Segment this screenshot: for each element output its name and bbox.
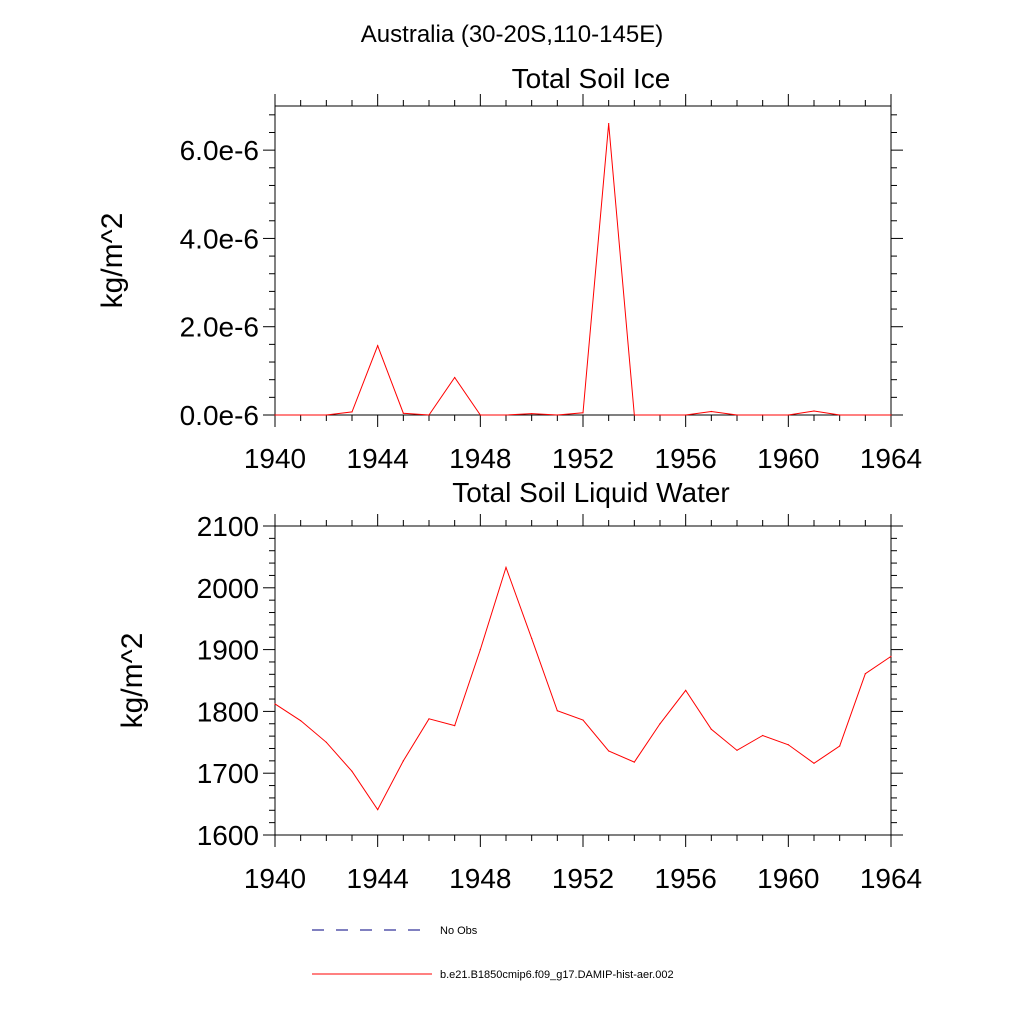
soil-ice-x-tick-label: 1952 [552, 443, 614, 474]
soil-ice-series-line [275, 123, 891, 416]
soil-liquid-water-ylabel: kg/m^2 [116, 633, 149, 729]
soil-liquid-water-data-point [608, 750, 610, 752]
soil-ice-data-point [505, 414, 507, 416]
soil-liquid-water-data-point [351, 770, 353, 772]
soil-liquid-water-data-point [428, 718, 430, 720]
soil-ice-data-point [479, 414, 481, 416]
soil-ice-x-tick-label: 1964 [860, 443, 922, 474]
soil-ice-data-point [787, 414, 789, 416]
soil-ice-data-point [839, 414, 841, 416]
soil-liquid-water-data-point [736, 749, 738, 751]
soil-liquid-water-data-point [659, 723, 661, 725]
soil-liquid-water-y-tick-label: 1800 [197, 696, 259, 727]
soil-ice-data-point [736, 414, 738, 416]
soil-liquid-water-data-point [890, 655, 892, 657]
soil-ice-y-tick-label: 6.0e-6 [180, 135, 259, 166]
soil-ice-x-tick-label: 1948 [449, 443, 511, 474]
soil-ice-data-point [377, 345, 379, 347]
soil-ice-y-tick-label: 4.0e-6 [180, 223, 259, 254]
soil-ice-title: Total Soil Ice [512, 63, 671, 94]
soil-liquid-water-data-point [813, 762, 815, 764]
soil-liquid-water-data-point [454, 725, 456, 727]
soil-ice-x-tick-label: 1960 [757, 443, 819, 474]
soil-ice-ylabel: kg/m^2 [96, 213, 129, 309]
soil-ice-data-point [274, 414, 276, 416]
soil-liquid-water-x-tick-label: 1948 [449, 863, 511, 894]
soil-ice-y-tick-label: 0.0e-6 [180, 400, 259, 431]
soil-ice-data-point [813, 410, 815, 412]
soil-ice-data-point [608, 123, 610, 125]
soil-ice-y-tick-label: 2.0e-6 [180, 312, 259, 343]
soil-ice-data-point [531, 413, 533, 415]
soil-ice-data-point [351, 411, 353, 413]
soil-liquid-water-x-tick-label: 1940 [244, 863, 306, 894]
soil-liquid-water-data-point [300, 720, 302, 722]
soil-liquid-water-x-tick-label: 1944 [347, 863, 409, 894]
soil-ice-data-point [300, 414, 302, 416]
soil-ice-data-point [325, 414, 327, 416]
soil-ice-x-tick-label: 1956 [655, 443, 717, 474]
soil-liquid-water-y-tick-label: 1700 [197, 758, 259, 789]
soil-liquid-water-x-tick-label: 1956 [655, 863, 717, 894]
soil-liquid-water-data-point [531, 637, 533, 640]
soil-ice-data-point [556, 414, 558, 416]
soil-ice-x-tick-label: 1940 [244, 443, 306, 474]
soil-ice-panel: Total Soil Ice kg/m^2 1940 1944 1948 1952 1956… [96, 63, 922, 474]
soil-liquid-water-x-tick-label: 1960 [757, 863, 819, 894]
soil-ice-data-point [454, 376, 456, 379]
soil-liquid-water-title: Total Soil Liquid Water [452, 477, 730, 508]
soil-ice-data-point [762, 414, 764, 416]
soil-ice-data-point [890, 414, 892, 416]
soil-liquid-water-plot-frame [274, 525, 892, 836]
soil-liquid-water-data-point [505, 566, 507, 569]
soil-liquid-water-series-line [274, 565, 892, 811]
soil-liquid-water-panel: Total Soil Liquid Water kg/m^2 1940 1944 194… [116, 477, 922, 894]
soil-liquid-water-data-point [864, 673, 866, 675]
soil-liquid-water-data-point [377, 809, 379, 811]
soil-liquid-water-data-point [274, 703, 276, 705]
soil-ice-plot-frame [274, 105, 892, 416]
soil-liquid-water-data-point [556, 710, 558, 712]
soil-ice-data-point [685, 414, 687, 416]
soil-liquid-water-data-point [479, 649, 481, 651]
soil-ice-data-point [428, 414, 430, 416]
soil-liquid-water-x-tick-label: 1964 [860, 863, 922, 894]
soil-liquid-water-data-point [710, 728, 712, 730]
soil-liquid-water-y-tick-label: 1900 [197, 635, 259, 666]
soil-liquid-water-y-tick-label: 2000 [197, 573, 259, 604]
soil-ice-data-point [864, 414, 866, 416]
soil-liquid-water-data-point [325, 741, 327, 743]
soil-liquid-water-y-tick-label: 2100 [197, 511, 259, 542]
soil-liquid-water-y-tick-label: 1600 [197, 820, 259, 851]
soil-liquid-water-data-point [633, 761, 635, 763]
soil-liquid-water-x-tick-label: 1952 [552, 863, 614, 894]
soil-ice-data-point [582, 412, 584, 414]
soil-liquid-water-data-point [685, 689, 687, 691]
soil-liquid-water-data-point [839, 745, 841, 747]
legend-no-obs-label: No Obs [440, 925, 478, 937]
legend: No Obs b.e21.B1850cmip6.f09_g17.DAMIP-hi… [312, 925, 674, 981]
soil-liquid-water-data-point [582, 719, 584, 721]
soil-liquid-water-data-point [787, 744, 789, 746]
legend-series-label: b.e21.B1850cmip6.f09_g17.DAMIP-hist-aer.… [440, 969, 674, 981]
soil-liquid-water-data-point [762, 734, 764, 737]
soil-liquid-water-data-point [402, 760, 404, 762]
soil-ice-data-point [710, 410, 712, 413]
soil-ice-data-point [659, 414, 661, 416]
soil-ice-x-tick-label: 1944 [347, 443, 409, 474]
soil-ice-data-point [633, 414, 635, 416]
figure-title: Australia (30-20S,110-145E) [361, 21, 663, 48]
soil-ice-data-point [402, 412, 404, 414]
